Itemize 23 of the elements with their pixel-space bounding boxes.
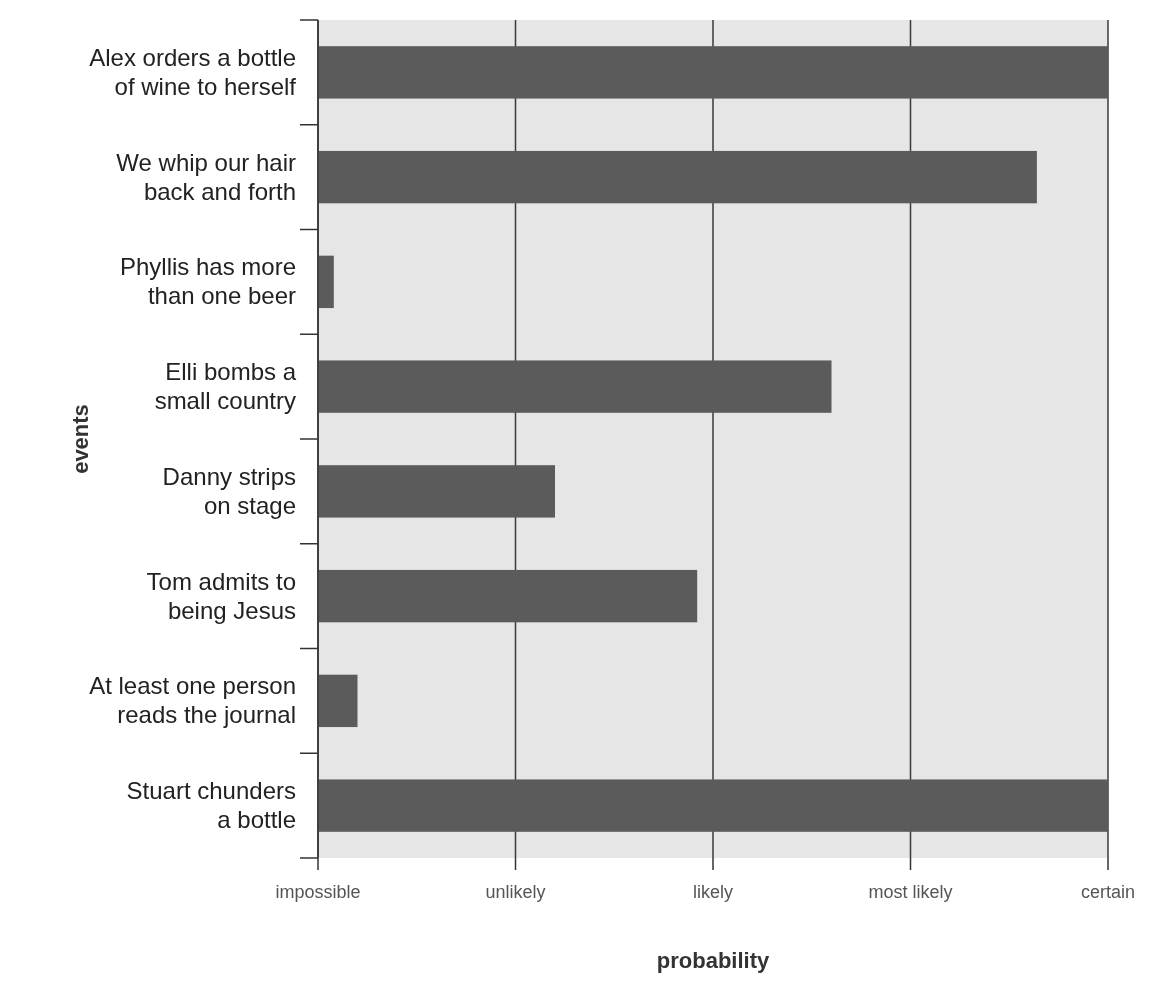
- text: unlikely: [485, 882, 546, 902]
- bar: [318, 255, 334, 309]
- y-tick-label: Alex orders a bottle of wine to herself: [89, 43, 297, 100]
- y-tick-label: Phyllis has more than one beer: [119, 253, 297, 310]
- bar: [318, 150, 1037, 204]
- y-tick-label: Elli bombs a small country: [154, 358, 297, 415]
- text: likely: [692, 882, 734, 902]
- y-tick-label: Danny strips on stage: [162, 462, 296, 519]
- bar: [318, 569, 698, 623]
- bar: [318, 779, 1108, 832]
- text: impossible: [275, 882, 361, 902]
- bar: [318, 465, 555, 518]
- y-tick-label: We whip our hair back and forth: [116, 148, 296, 205]
- text: certain: [1080, 882, 1136, 902]
- bar: [318, 360, 832, 413]
- x-axis-title: probability: [656, 948, 770, 973]
- y-tick-label: Tom admits to being Jesus: [146, 567, 296, 624]
- y-axis-title: events: [68, 404, 93, 474]
- text: most likely: [868, 882, 953, 902]
- bar: [318, 46, 1108, 99]
- y-tick-label: Stuart chunders a bottle: [126, 777, 296, 834]
- y-tick-label: At least one person reads the journal: [89, 672, 296, 729]
- bar: [318, 674, 358, 728]
